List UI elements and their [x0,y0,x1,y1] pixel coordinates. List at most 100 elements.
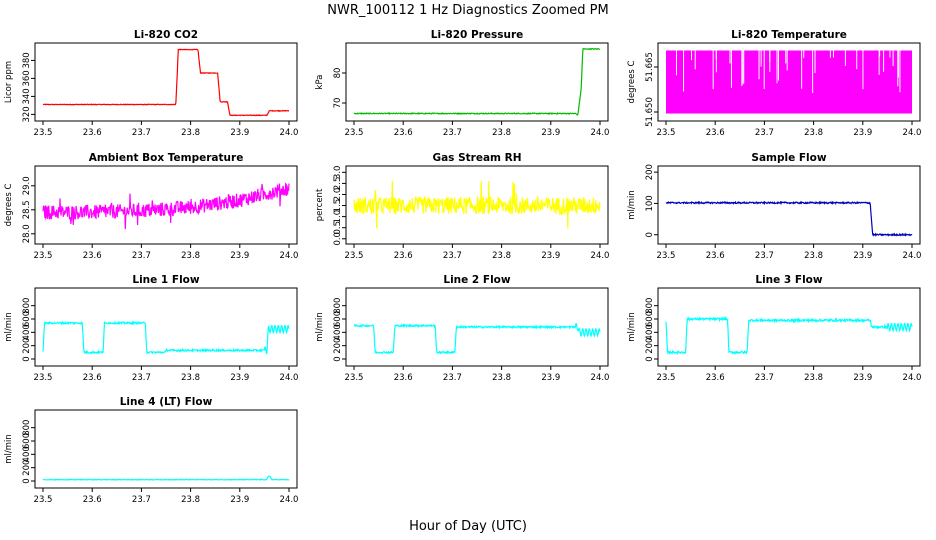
panel-title: Li-820 Temperature [731,29,847,41]
x-tick-label: 24.0 [280,128,299,138]
x-tick-label: 24.0 [280,373,299,383]
figure-title: NWR_100112 1 Hz Diagnostics Zoomed PM [327,3,609,18]
y-axis-label: ml/min [4,312,14,342]
x-tick-label: 23.5 [34,128,53,138]
series [353,322,601,355]
series [353,180,601,229]
y-tick-label: 380 [22,52,32,68]
y-axis-label: Licor ppm [4,61,14,103]
x-tick-label: 23.6 [83,251,102,261]
y-tick-label: 2.5 [333,177,343,191]
panel-title: Li-820 CO2 [134,29,198,41]
y-axis-label: ml/min [315,312,325,342]
y-tick-label: 400 [22,446,32,462]
data-line [353,322,601,355]
series [42,182,290,230]
panel-title: Line 3 Flow [755,274,822,286]
x-tick-label: 23.6 [83,373,102,383]
plot-frame [345,165,609,245]
x-tick-label: 23.6 [394,251,413,261]
data-line [42,48,290,117]
x-tick-label: 23.8 [804,128,823,138]
x-tick-label: 23.9 [230,128,249,138]
series [665,315,913,356]
x-tick-label: 23.5 [657,128,676,138]
y-axis-label: kPa [315,75,325,90]
x-tick-label: 23.6 [706,373,725,383]
panel-line1-flow: Line 1 Flow 23.5 23.6 23.7 23.8 23.9 24.0 0 2004… [4,274,298,383]
x-tick-label: 23.7 [443,251,462,261]
figure-xlabel: Hour of Day (UTC) [409,519,527,534]
y-tick-label: 80 [333,68,343,79]
y-tick-label: 29.0 [22,176,32,195]
y-tick-label: 0 [22,478,32,483]
series [666,50,912,114]
y-tick-label: 800 [22,298,32,314]
data-band [666,50,912,114]
x-tick-label: 23.5 [657,251,676,261]
y-axis-label: degrees C [627,61,637,104]
x-tick-label: 23.9 [230,373,249,383]
x-tick-label: 23.9 [853,251,872,261]
y-axis-label: ml/min [627,190,637,220]
x-tick-label: 24.0 [903,128,922,138]
plot-frame [657,287,921,367]
plot-frame [345,287,609,367]
y-tick-label: 3.0 [333,166,343,180]
x-tick-label: 23.7 [443,128,462,138]
x-tick-label: 23.5 [34,495,53,505]
x-tick-label: 23.5 [657,373,676,383]
plot-frame [345,42,609,122]
series [665,200,913,237]
x-tick-label: 23.8 [181,128,200,138]
y-tick-label: 2.0 [333,188,343,202]
data-line [665,315,913,356]
panel-title: Line 2 Flow [443,274,510,286]
y-tick-label: 0.5 [333,221,343,235]
y-tick-label: 600 [22,433,32,449]
series [42,475,290,481]
x-tick-label: 24.0 [591,128,610,138]
x-tick-label: 23.9 [853,128,872,138]
y-tick-label: 800 [333,298,343,314]
y-tick-label: 0 [22,356,32,361]
data-line [42,475,290,481]
x-tick-label: 23.5 [345,128,364,138]
panel-co2: Li-820 CO2 23.5 23.6 23.7 23.8 23.9 24.0 320 340… [4,29,298,138]
x-tick-label: 23.7 [443,373,462,383]
series [353,47,601,116]
x-tick-label: 23.6 [706,128,725,138]
x-tick-label: 24.0 [591,373,610,383]
x-tick-label: 23.6 [83,128,102,138]
y-tick-label: 600 [22,311,32,327]
x-tick-label: 23.7 [132,495,151,505]
plot-frame [34,287,298,367]
y-tick-label: 28.0 [22,224,32,243]
y-tick-label: 100 [645,195,655,211]
panel-line2-flow: Line 2 Flow 23.5 23.6 23.7 23.8 23.9 24.0 0 2004… [315,274,609,383]
data-line [42,182,290,230]
x-tick-label: 23.8 [492,373,511,383]
x-tick-label: 23.7 [755,128,774,138]
x-tick-label: 23.5 [345,251,364,261]
y-tick-label: 200 [645,164,655,180]
y-tick-label: 320 [22,106,32,122]
panel-ambient-box-temp: Ambient Box Temperature 23.5 23.6 23.7 23.8 2… [4,152,298,261]
x-tick-label: 24.0 [280,495,299,505]
y-axis-label: ml/min [627,312,637,342]
plot-frame [657,42,921,122]
data-line [353,180,601,229]
x-tick-label: 23.8 [492,251,511,261]
y-tick-label: 28.5 [22,200,32,219]
panel-sample-flow: Sample Flow 23.5 23.6 23.7 23.8 23.9 24.0 0 100 2… [627,152,921,261]
y-tick-label: 360 [22,70,32,86]
panel-title: Sample Flow [751,152,826,164]
y-tick-label: 1.5 [333,199,343,213]
y-tick-label: 51.650 [645,97,655,127]
y-tick-label: 400 [645,324,655,340]
y-tick-label: 600 [645,311,655,327]
series [42,48,290,117]
x-tick-label: 23.9 [853,373,872,383]
x-tick-label: 23.8 [492,128,511,138]
y-axis-label: percent [315,188,325,221]
